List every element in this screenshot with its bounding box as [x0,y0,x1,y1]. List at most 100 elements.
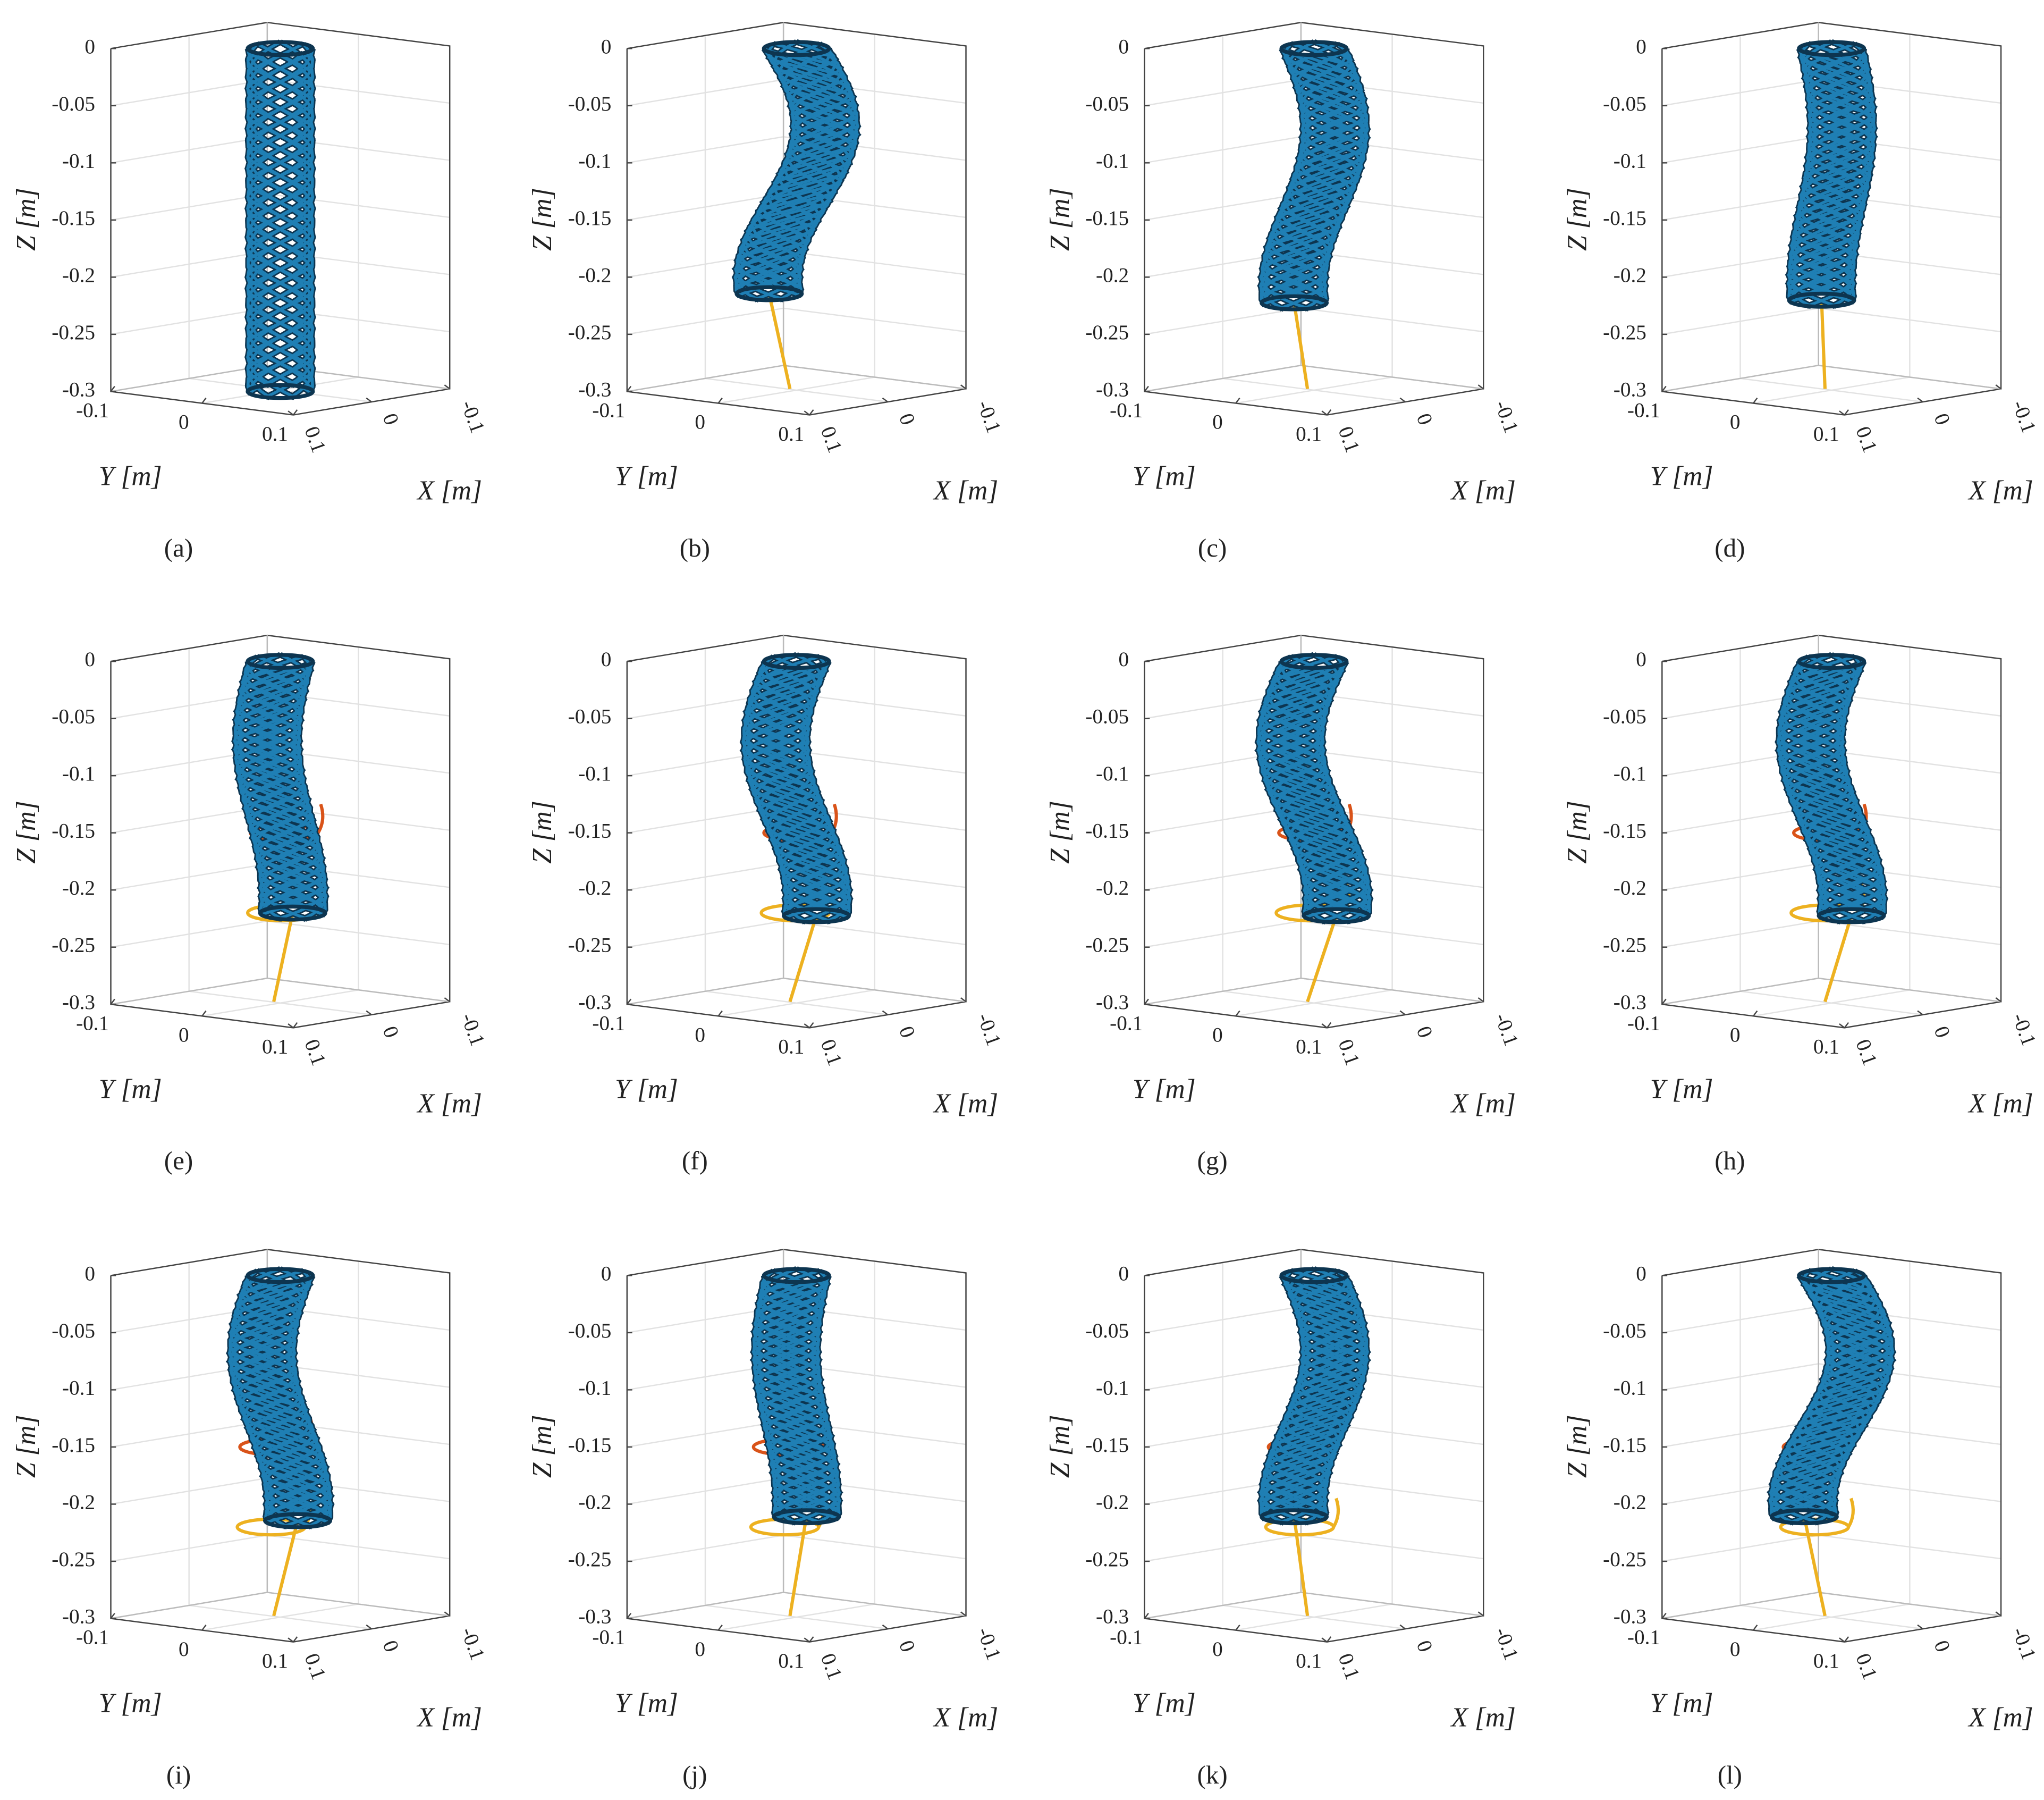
axis-box [1144,365,1484,392]
y-tick-label: -0.1 [592,399,625,422]
lattice-strand [228,1275,328,1528]
tick-mark [1917,1010,1923,1015]
y-tick-label: -0.1 [76,1626,109,1649]
z-tick-label: 0 [601,648,612,671]
y-tick-label: 0.1 [262,423,288,445]
z-tick-label: -0.2 [578,264,611,287]
z-tick-label: -0.25 [52,1548,95,1571]
tube-rim [1279,1267,1349,1284]
caption: (b) [680,533,710,562]
panel: -0.3 -0.25 -0.2 -0.15 -0.1 -0.05 0 -0.1 0 0.1 -0.1… [527,1249,1006,1789]
caption: (i) [166,1760,191,1789]
lattice-strand [1780,655,1887,911]
tick-mark [444,997,450,1003]
tube-rim [734,285,804,302]
caption: (c) [1198,533,1227,562]
z-axis-label: Z [m] [1045,188,1075,251]
lattice-strand [1792,43,1876,296]
x-tick-label: 0.1 [816,1651,847,1683]
tube-rim [1797,1267,1866,1284]
z-tick-label: -0.1 [1096,1376,1129,1399]
lattice-strand [743,653,850,915]
tick-mark [1321,410,1328,416]
tick-mark [1839,410,1845,416]
y-tick-label: -0.1 [1627,399,1660,422]
lattice-strand [246,43,315,387]
lattice-strand [734,43,856,298]
tick-mark [1326,1022,1332,1029]
x-tick-label: 0 [894,410,919,428]
z-tick-label: -0.1 [1096,149,1129,172]
z-tick-label: -0.2 [1614,1491,1646,1513]
tick-mark [804,410,810,416]
tick-mark [1844,1022,1849,1029]
z-axis-label: Z [m] [527,801,558,864]
x-tick-label: -0.1 [2008,1625,2041,1663]
x-tick-label: 0.1 [1333,1651,1364,1683]
x-tick-label: 0.1 [300,424,330,456]
y-tick-label: -0.1 [1627,1012,1660,1034]
lattice-strand [752,1278,837,1524]
axis-box [1144,1592,1484,1619]
grid-line [1662,1592,2001,1619]
z-tick-label: -0.1 [578,762,611,785]
x-tick-label: 0.1 [1851,424,1881,456]
y-tick-label: 0 [1212,411,1223,434]
lattice-strand [1259,52,1365,310]
lattice-strand [1777,661,1881,923]
grid-line [627,1534,966,1562]
z-tick-label: -0.3 [1614,378,1646,401]
lattice-strand [234,653,327,912]
caption: (h) [1714,1146,1745,1175]
z-tick-label: 0 [85,35,95,58]
y-tick-label: 0 [695,411,705,434]
z-tick-label: 0 [601,1262,612,1285]
z-tick-label: -0.25 [568,1548,612,1571]
z-tick-label: 0 [601,35,612,58]
x-tick-label: 0 [1412,1023,1437,1041]
tether [788,1516,808,1617]
y-tick-label: 0.1 [778,423,804,445]
ring-tail [1847,1498,1855,1528]
panel: -0.3 -0.25 -0.2 -0.15 -0.1 -0.05 0 -0.1 0 0.1 -0.1… [1562,22,2040,562]
y-tick-label: 0 [695,1024,705,1047]
tube-rim [246,383,315,400]
lattice-strand [246,48,315,387]
lattice-strand [1261,655,1372,911]
tick-mark [1477,384,1484,390]
grid-line [1144,365,1484,392]
z-tick-label: -0.2 [578,1491,611,1513]
z-tick-label: -0.3 [578,991,611,1014]
tick-mark [1844,1636,1849,1643]
y-axis-label: Y [m] [615,1074,678,1104]
z-tick-label: -0.25 [1603,321,1646,344]
y-axis-label: Y [m] [1133,461,1196,492]
y-tick-label: 0 [1212,1638,1223,1661]
lattice-strand [233,655,325,917]
x-tick-label: 0 [1412,410,1437,428]
x-axis-label: X [m] [1450,1088,1516,1118]
grid-line [1144,307,1484,335]
tick-mark [1661,998,1667,1005]
grid-line [1144,920,1484,948]
x-tick-label: 0.1 [1851,1651,1881,1683]
z-tick-label: -0.2 [1096,1491,1129,1513]
tube-rim [1302,907,1371,924]
tick-mark [1235,397,1240,404]
tick-mark [366,397,372,403]
z-tick-label: -0.15 [568,820,612,843]
z-tick-label: -0.2 [62,264,95,287]
x-tick-label: 0.1 [1333,424,1364,456]
tick-mark [1844,409,1849,416]
tube-rim [1260,1508,1329,1526]
tick-mark [626,998,632,1005]
panel: -0.3 -0.25 -0.2 -0.15 -0.1 -0.05 0 -0.1 0 0.1 -0.1… [1045,634,1523,1175]
y-tick-label: 0.1 [262,1036,288,1058]
lattice-strand [1262,1267,1368,1516]
z-tick-label: -0.15 [1085,1434,1129,1457]
x-tick-label: 0 [894,1637,919,1655]
axis-box [627,365,966,392]
tick-mark [1399,1624,1406,1630]
